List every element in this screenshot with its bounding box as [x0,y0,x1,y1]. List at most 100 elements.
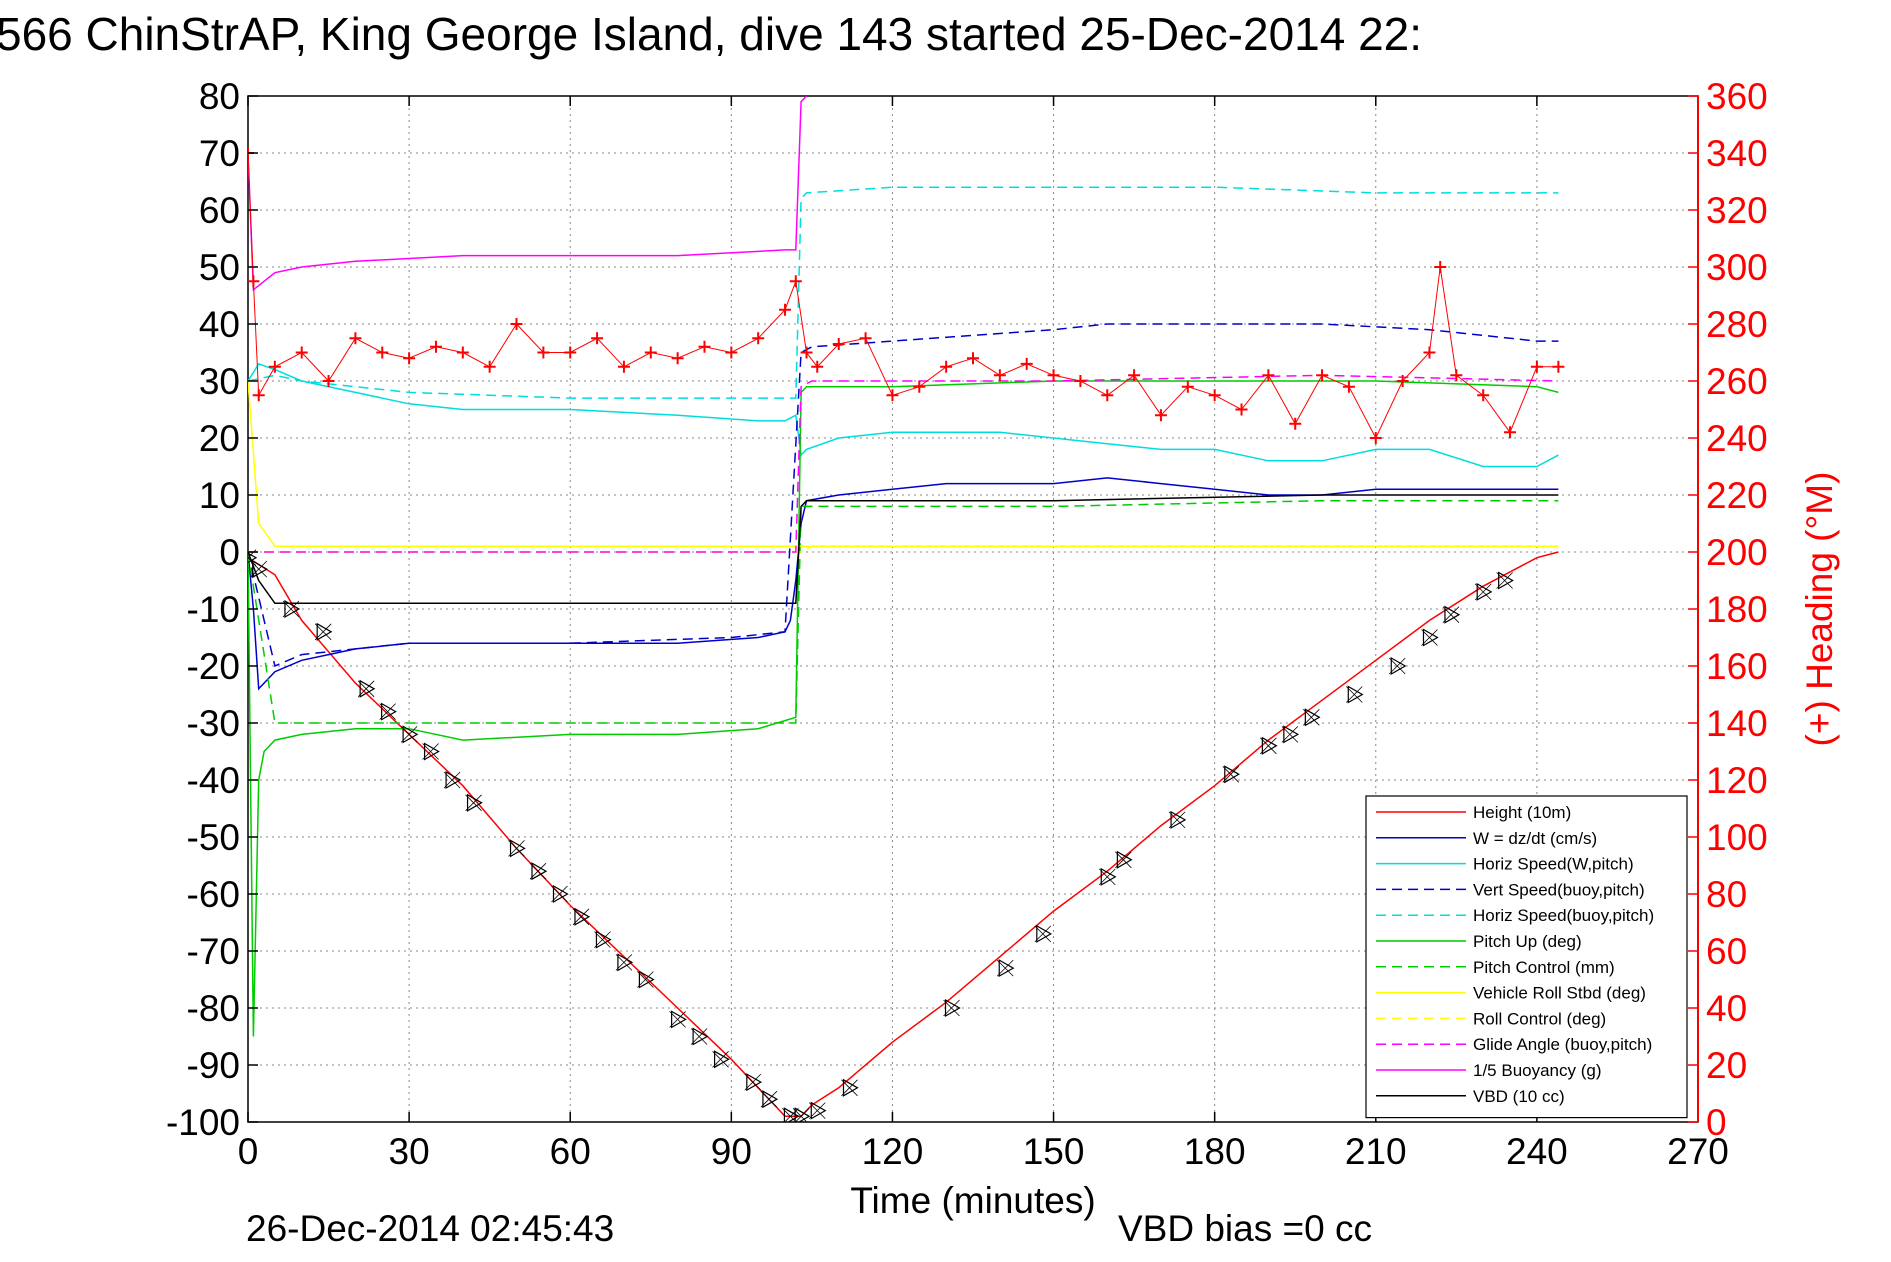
depth-marker-x [690,1028,708,1045]
series-glide-angle-buoy-pitch [248,374,1559,553]
legend-label: Roll Control (deg) [1473,1009,1606,1028]
legend-label: 1/5 Buoyancy (g) [1473,1061,1602,1080]
series-pitch-control-mm [248,499,1559,724]
depth-marker [1100,867,1117,886]
legend-label: Vert Speed(buoy,pitch) [1473,880,1645,899]
legend-label: Horiz Speed(W,pitch) [1473,855,1634,874]
footer-vbd-bias: VBD bias =0 cc [1118,1208,1372,1249]
y-tick-label: 50 [199,247,240,288]
depth-marker [1283,725,1300,744]
series-roll-control-deg [248,545,1559,553]
legend-label: W = dz/dt (cm/s) [1473,829,1597,848]
x-tick-label: 90 [711,1131,752,1172]
depth-marker-x [1303,709,1320,726]
depth-marker-x [594,931,611,948]
legend-label: Vehicle Roll Stbd (deg) [1473,984,1646,1003]
depth-marker-x [1168,811,1186,829]
depth-marker [1224,765,1240,784]
y-tick-label: -50 [187,817,240,858]
y2-tick-label: 220 [1706,475,1768,516]
depth-marker [402,725,419,744]
depth-marker-x [841,1079,858,1097]
y2-tick-label: 160 [1706,646,1768,687]
depth-marker [762,1090,779,1109]
depth-marker [1390,656,1407,676]
legend-label: Glide Angle (buoy,pitch) [1473,1035,1652,1054]
depth-marker-x [282,600,300,618]
depth-marker [638,970,655,989]
depth-marker-x [1421,629,1438,646]
y-tick-label: -100 [166,1102,240,1143]
depth-marker [842,1078,859,1097]
depth-marker-x [1281,726,1299,743]
y-tick-label: 40 [199,304,240,345]
depth-marker [466,793,483,812]
depth-marker-x [744,1073,762,1091]
depth-marker-x [1346,686,1363,703]
y-tick-label: 0 [219,532,240,573]
depth-marker [252,560,268,579]
series-horiz-speed-buoy-pitch [248,186,1559,399]
x-axis-label: Time (minutes) [850,1180,1095,1221]
depth-marker [671,1010,687,1029]
depth-marker-x [615,954,633,971]
y2-tick-label: 280 [1706,304,1768,345]
x-tick-label: 240 [1506,1131,1568,1172]
footer-timestamp: 26-Dec-2014 02:45:43 [246,1208,614,1249]
heading-line [248,152,1559,440]
x-tick-label: 210 [1345,1131,1407,1172]
depth-marker [746,1073,763,1092]
legend-label: VBD (10 cc) [1473,1087,1565,1106]
depth-marker-x [422,743,439,760]
depth-marker-x [669,1011,686,1028]
depth-marker-x [508,840,525,857]
y2-tick-label: 320 [1706,190,1768,231]
y2-tick-label: 180 [1706,589,1768,630]
x-tick-label: 120 [862,1131,924,1172]
legend-label: Pitch Up (deg) [1473,932,1582,951]
depth-marker [423,742,440,761]
series-vbd-10-cc [248,494,1559,605]
depth-marker-x [1442,606,1460,623]
depth-marker [810,1101,827,1120]
chart-title: 566 ChinStrAP, King George Island, dive … [0,8,1422,60]
y2-tick-label: 80 [1706,874,1747,915]
depth-marker [1498,571,1514,590]
x-tick-label: 60 [550,1131,591,1172]
depth-marker-x [792,1108,810,1122]
depth-marker [1170,810,1187,829]
depth-marker [1422,628,1439,647]
depth-marker [713,1050,730,1069]
depth-marker-x [465,794,482,812]
y-tick-label: 20 [199,418,240,459]
depth-marker [998,959,1015,978]
depth-marker-x [1496,572,1513,589]
y2-tick-label: 100 [1706,817,1768,858]
y2-axis-label: (+) Heading (°M) [1799,472,1840,747]
axes: 0 30 60 90 120 150 180 210 240 270 80 70 60 50 40 30 20 1… [166,76,1768,1172]
legend-label: Pitch Control (mm) [1473,958,1615,977]
depth-marker-x [760,1090,778,1108]
y-tick-label: 60 [199,190,240,231]
depth-marker-x [357,680,375,698]
y-tick-label: -30 [187,703,240,744]
depth-marker [248,552,258,563]
x-tick-label: 270 [1667,1131,1729,1172]
y2-tick-label: 40 [1706,988,1747,1029]
depth-marker [1036,924,1053,943]
y2-tick-label: 140 [1706,703,1768,744]
legend: Height (10m) W = dz/dt (cm/s) Horiz Speed(… [1365,795,1688,1119]
y2-tick-label: 60 [1706,931,1747,972]
y-tick-label: 70 [199,133,240,174]
y-tick-label: -40 [187,760,240,801]
depth-marker [944,998,961,1018]
depth-marker [1444,605,1461,624]
depth-marker [1304,708,1321,727]
depth-marker-x [1115,851,1132,869]
grid [248,96,1698,1122]
depth-marker-x [996,959,1014,977]
depth-marker-x [712,1051,729,1068]
y2-tick-label: 0 [1706,1102,1727,1143]
y-tick-label: -80 [187,988,240,1029]
legend-label: Horiz Speed(buoy,pitch) [1473,906,1654,925]
